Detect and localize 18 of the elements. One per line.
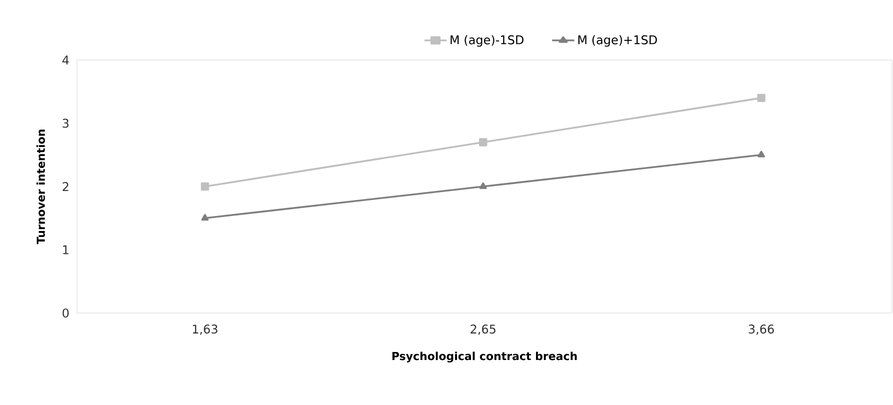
y-tick-label: 4 [62,56,69,64]
legend-label: M (age)-1SD [450,35,524,47]
point [201,214,209,221]
point [479,138,488,146]
x-tick-label: 3,66 [748,324,774,335]
point [758,150,765,158]
y-axis-title: Turnover intention [36,130,45,244]
y-tick-label: 2 [62,182,68,191]
legend-label: M (age)+1SD [578,35,657,47]
y-tick-label: 1 [63,245,68,254]
point [757,94,766,102]
point [200,182,210,191]
x-tick-label: 2,65 [470,324,496,335]
y-tick-label: 3 [62,118,69,128]
x-tick-label: 1,63 [192,324,218,335]
point [479,182,487,189]
x-axis-title: Psychological contract breach [392,352,577,362]
y-tick-label: 0 [62,308,69,318]
